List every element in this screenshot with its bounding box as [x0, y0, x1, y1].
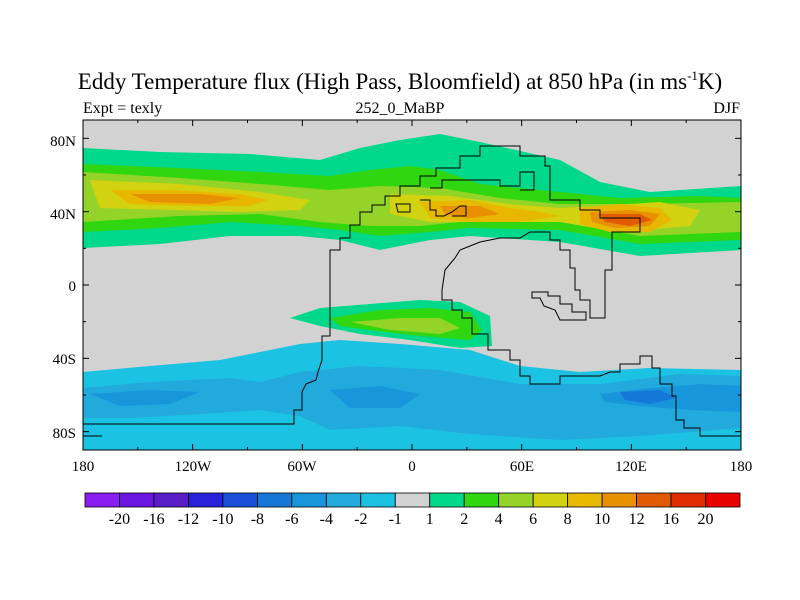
colorbar-label: 10: [594, 511, 610, 528]
subtitle: 252_0_MaBP: [355, 100, 445, 117]
colorbar-box: [153, 492, 189, 508]
colorbar-label: -6: [285, 511, 298, 528]
sh-band-2: [83, 366, 741, 440]
contour-field: [83, 120, 741, 450]
coastline-east-island: [531, 291, 587, 321]
nh-band-10: [130, 194, 660, 228]
colorbar-label: -20: [109, 511, 130, 528]
colorbar-label: -10: [212, 511, 233, 528]
colorbar-labels: -20 -16 -12 -10 -8 -6 -4 -2 -1 1 2 4 6 8 10 12 16 20: [109, 511, 714, 528]
lat-label-eq: 0: [69, 279, 77, 295]
colorbar-box: [84, 492, 120, 508]
colorbar-box: [567, 492, 603, 508]
sh-band-4: [90, 384, 741, 412]
colorbar-label: -16: [143, 511, 164, 528]
colorbar-box: [188, 492, 224, 508]
lon-label-0: 0: [408, 459, 416, 475]
lon-axis-labels: 180 120W 60W 0 60E 120E 180: [72, 459, 753, 475]
title-tail: K): [697, 69, 723, 94]
coastline-west: [82, 268, 331, 437]
lat-label-80s: 80S: [53, 426, 76, 442]
colorbar-label: 12: [629, 511, 645, 528]
colorbar: [84, 492, 741, 508]
colorbar-box: [325, 492, 362, 508]
colorbar-box: [256, 492, 293, 508]
experiment-label: Expt = texly: [83, 100, 163, 117]
colorbar-box: [463, 492, 500, 508]
nh-band-12: [600, 214, 652, 226]
lon-label-60w: 60W: [287, 459, 317, 475]
colorbar-label: 4: [495, 511, 503, 528]
colorbar-label: -1: [389, 511, 402, 528]
tropical-band-4: [350, 318, 460, 334]
colorbar-box: [498, 492, 534, 508]
colorbar-box: [119, 492, 155, 508]
lat-label-80n: 80N: [50, 134, 76, 150]
colorbar-label: 8: [564, 511, 572, 528]
title-superscript: -1: [687, 68, 698, 83]
lon-label-180e: 180: [730, 459, 753, 475]
lat-label-40s: 40S: [53, 352, 76, 368]
lon-label-120w: 120W: [175, 459, 213, 475]
lat-axis-labels: 80N 40N 0 40S 80S: [50, 134, 76, 442]
sh-band-6: [620, 390, 676, 404]
colorbar-box: [360, 492, 396, 508]
colorbar-box: [532, 492, 569, 508]
colorbar-box: [705, 492, 741, 508]
map-title: Eddy Temperature flux (High Pass, Bloomf…: [0, 68, 800, 95]
lat-label-40n: 40N: [50, 207, 76, 223]
colorbar-label: -4: [320, 511, 333, 528]
coastline-north: [329, 145, 741, 437]
colorbar-label: -8: [251, 511, 264, 528]
colorbar-label: 20: [698, 511, 714, 528]
title-main: Eddy Temperature flux (High Pass, Bloomf…: [77, 69, 688, 94]
season-label: DJF: [713, 100, 740, 117]
coastline: [82, 145, 741, 437]
colorbar-label: 2: [460, 511, 468, 528]
colorbar-box: [429, 492, 465, 508]
colorbar-box: [394, 492, 431, 508]
coastline-inner: [395, 171, 535, 217]
nh-band-6: [90, 180, 700, 232]
lon-label-120e: 120E: [615, 459, 647, 475]
colorbar-box: [601, 492, 637, 508]
colorbar-box: [222, 492, 258, 508]
nh-band-8: [110, 190, 672, 232]
colorbar-label: 16: [663, 511, 679, 528]
colorbar-box: [291, 492, 327, 508]
lon-label-60e: 60E: [510, 459, 534, 475]
lon-label-180w: 180: [72, 459, 95, 475]
colorbar-label: 1: [426, 511, 434, 528]
colorbar-box: [670, 492, 706, 508]
colorbar-label: 6: [529, 511, 537, 528]
colorbar-label: -2: [354, 511, 367, 528]
colorbar-label: -12: [178, 511, 199, 528]
axis-ticks: [82, 120, 742, 450]
colorbar-box: [636, 492, 672, 508]
